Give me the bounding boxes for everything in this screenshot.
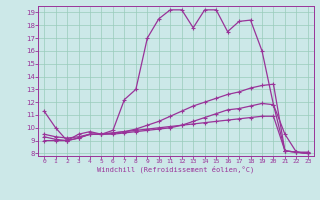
X-axis label: Windchill (Refroidissement éolien,°C): Windchill (Refroidissement éolien,°C) bbox=[97, 166, 255, 173]
